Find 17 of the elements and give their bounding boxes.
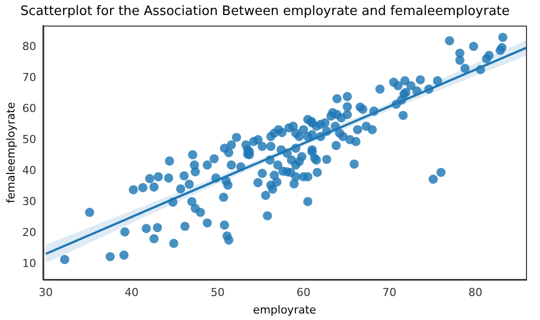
y-axis-title: femaleemployrate xyxy=(4,102,18,204)
x-tick-label: 30 xyxy=(38,286,53,300)
y-tick-label: 50 xyxy=(22,133,36,146)
x-tick-label: 50 xyxy=(210,286,225,300)
x-tick-label: 60 xyxy=(296,286,310,300)
x-tick-label: 40 xyxy=(124,286,139,300)
y-tick-label: 60 xyxy=(22,102,36,116)
x-axis-title: employrate xyxy=(253,303,316,316)
x-tick-label: 80 xyxy=(468,286,482,300)
x-tick-label: 70 xyxy=(382,286,396,300)
y-tick-label: 70 xyxy=(22,71,36,84)
y-tick-label: 40 xyxy=(22,164,36,178)
y-tick-label: 80 xyxy=(22,40,36,54)
y-tick-label: 10 xyxy=(22,256,36,270)
chart-title: Scatterplot for the Association Between employrate and femaleemployrate xyxy=(20,4,510,20)
y-tick-label: 20 xyxy=(22,226,36,239)
y-tick-label: 30 xyxy=(22,195,36,208)
